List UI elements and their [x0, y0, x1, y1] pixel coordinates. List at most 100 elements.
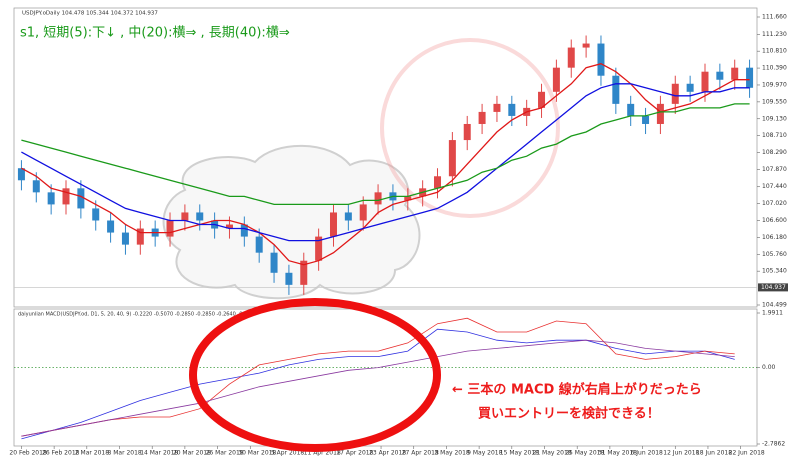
annotation: ← 三本の MACD 線が右肩上がりだったら [452, 382, 702, 398]
candle-body [493, 103, 501, 112]
x-tick-label: 6 Jun 2018 [631, 450, 663, 457]
x-tick-label: 5 Apr 2018 [271, 450, 304, 457]
candle-body [92, 208, 100, 221]
macd-title: daiyunlian MACD(USDJPY.od, D1, 5, 20, 40… [18, 312, 257, 318]
x-tick-label: 14 Mar 2018 [140, 450, 178, 457]
x-tick-label: 11 Apr 2018 [304, 450, 341, 457]
y-tick-label: -2.7862 [762, 441, 785, 448]
x-tick-label: 27 Apr 2018 [402, 450, 439, 457]
candle-body [731, 67, 739, 80]
y-tick-label: 110.810 [762, 48, 787, 55]
candle-body [701, 71, 709, 92]
candle-body [642, 115, 650, 124]
candle-body [671, 83, 679, 104]
candle-body [136, 228, 144, 245]
symbol-info: USDJPY.oDaily 104.478 105.344 104.372 10… [22, 11, 158, 17]
emphasis-ellipse [189, 298, 441, 452]
candle-body [285, 272, 293, 285]
y-tick-label: 107.020 [762, 200, 787, 207]
candle-body [463, 123, 471, 141]
y-tick-label: 1.9911 [762, 310, 783, 317]
x-tick-label: 3 May 2018 [434, 450, 469, 457]
candle-body [434, 176, 442, 189]
y-tick-label: 105.760 [762, 251, 787, 258]
x-tick-label: 22 Jun 2018 [729, 450, 765, 457]
circle-highlight [380, 38, 560, 218]
y-tick-label: 107.440 [762, 183, 787, 190]
x-tick-label: 26 Mar 2018 [206, 450, 244, 457]
macd-line [21, 317, 735, 437]
ma-line [21, 83, 750, 242]
y-tick-label: 108.290 [762, 149, 787, 156]
y-tick-label: 111.660 [762, 14, 787, 21]
candle-body [656, 103, 664, 124]
last-price-box [758, 283, 788, 292]
x-tick-label: 8 Mar 2018 [108, 450, 142, 457]
candle-body [597, 43, 605, 76]
candle-body [32, 180, 40, 193]
y-tick-label: 105.340 [762, 268, 787, 275]
ma-line [21, 103, 750, 206]
candle-body [552, 67, 560, 92]
y-tick-label: 107.870 [762, 166, 787, 173]
y-tick-label: 109.550 [762, 98, 787, 105]
candle-body [329, 212, 337, 237]
x-tick-label: 17 Apr 2018 [336, 450, 373, 457]
x-tick-label: 21 May 2018 [533, 450, 572, 457]
macd-line [21, 328, 735, 440]
candle-body [538, 91, 546, 108]
y-tick-label: 111.230 [762, 31, 787, 38]
y-tick-label: 0.00 [762, 364, 776, 371]
ma-line [21, 63, 750, 266]
x-tick-label: 20 Mar 2018 [173, 450, 211, 457]
candle-body [121, 232, 129, 245]
candle-body [300, 260, 308, 285]
candle-body [240, 224, 248, 237]
candle-body [62, 188, 70, 205]
candle-body [181, 212, 189, 221]
y-tick-label: 104.499 [762, 302, 787, 309]
x-tick-label: 30 Mar 2018 [238, 450, 276, 457]
candle-body [270, 252, 278, 273]
annotation: 買いエントリーを検討できる！ [478, 406, 660, 422]
chart-title: s1, 短期(5):下↓ , 中(20):横⇒ , 長期(40):横⇒ [20, 26, 290, 41]
cloud-highlight [162, 144, 421, 300]
x-tick-label: 9 May 2018 [467, 450, 502, 457]
macd-frame [13, 308, 758, 447]
candle-body [448, 140, 456, 177]
macd-line [21, 339, 735, 437]
candle-body [716, 71, 724, 80]
candle-body [359, 204, 367, 221]
candle-body [478, 111, 486, 124]
candle-body [612, 75, 620, 104]
candle-body [315, 236, 323, 261]
y-tick-label: 109.970 [762, 81, 787, 88]
candle-body [77, 188, 85, 209]
y-tick-label: 106.600 [762, 217, 787, 224]
candle-body [107, 220, 115, 233]
candle-body [686, 83, 694, 92]
y-tick-label: 106.180 [762, 234, 787, 241]
last-price-label: 104.937 [761, 284, 786, 291]
x-tick-label: 25 May 2018 [565, 450, 604, 457]
x-tick-label: 18 Jun 2018 [696, 450, 732, 457]
candle-body [582, 43, 590, 48]
candle-body [17, 168, 25, 181]
y-tick-label: 109.130 [762, 115, 787, 122]
candle-body [567, 47, 575, 68]
candle-body [166, 220, 174, 237]
price-frame [13, 7, 758, 308]
x-tick-label: 12 Jun 2018 [663, 450, 699, 457]
candle-body [255, 236, 263, 253]
candle-body [508, 103, 516, 116]
candle-body [196, 212, 204, 221]
y-tick-label: 110.390 [762, 65, 787, 72]
candle-body [47, 192, 55, 205]
candle-body [374, 192, 382, 205]
y-tick-label: 108.710 [762, 132, 787, 139]
candle-body [627, 103, 635, 116]
candle-body [225, 224, 233, 229]
x-tick-label: 15 May 2018 [500, 450, 539, 457]
decorations [162, 38, 560, 300]
